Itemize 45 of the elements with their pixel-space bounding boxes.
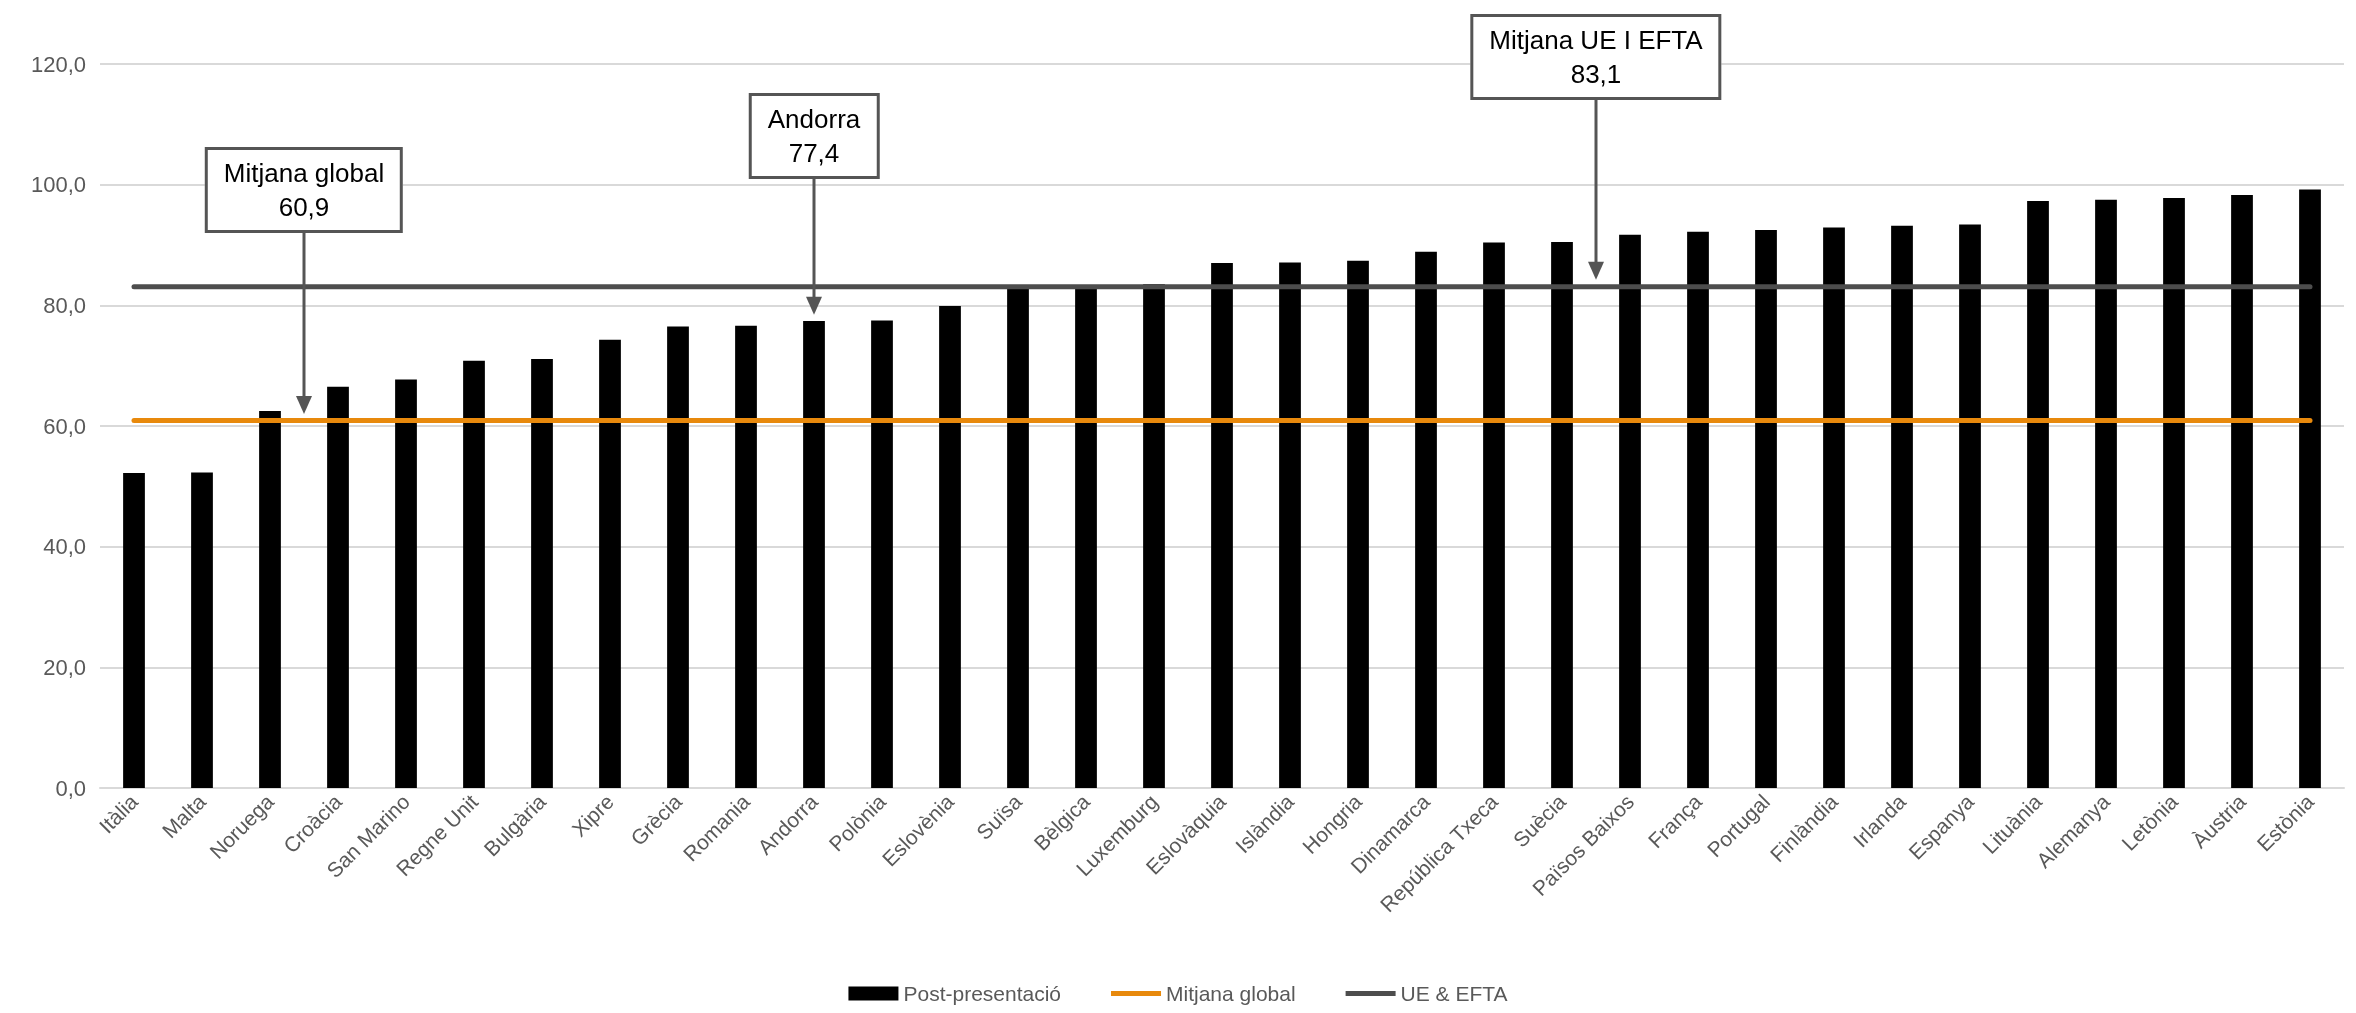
bar xyxy=(871,320,893,788)
bar xyxy=(1687,231,1709,788)
y-tick-label: 120,0 xyxy=(30,51,86,77)
bar xyxy=(599,339,621,788)
bar xyxy=(1891,225,1913,788)
bar xyxy=(2163,197,2185,788)
bar xyxy=(803,321,825,788)
annotation: Mitjana global 60,9 xyxy=(204,146,404,233)
bar xyxy=(123,473,145,788)
bar xyxy=(1007,289,1029,788)
bar xyxy=(1551,241,1573,788)
legend-label: UE & EFTA xyxy=(1400,982,1508,1005)
bar xyxy=(1347,260,1369,788)
y-tick-label: 80,0 xyxy=(43,292,86,318)
bar xyxy=(1755,229,1777,788)
bar xyxy=(2299,189,2321,788)
bar xyxy=(327,386,349,788)
y-tick-label: 60,0 xyxy=(43,413,86,439)
bar xyxy=(1959,224,1981,788)
bar xyxy=(1619,234,1641,788)
bar xyxy=(259,410,281,788)
annotation: Mitjana UE I EFTA 83,1 xyxy=(1470,14,1722,101)
bar xyxy=(735,325,757,788)
bar xyxy=(1415,251,1437,788)
legend-label: Mitjana global xyxy=(1166,982,1296,1005)
bar xyxy=(939,305,961,788)
bar xyxy=(531,359,553,788)
bar xyxy=(2027,200,2049,788)
y-tick-label: 40,0 xyxy=(43,534,86,560)
bar xyxy=(667,326,689,788)
bar xyxy=(2231,194,2253,788)
bar xyxy=(1075,289,1097,788)
bar xyxy=(463,360,485,788)
bar xyxy=(1211,263,1233,788)
y-tick-label: 100,0 xyxy=(30,172,86,198)
bar xyxy=(1483,242,1505,788)
bar xyxy=(191,472,213,788)
bar xyxy=(395,379,417,788)
legend-label: Post-presentació xyxy=(903,982,1062,1005)
bar xyxy=(2095,199,2117,788)
y-tick-label: 0,0 xyxy=(55,775,86,801)
bar xyxy=(1279,262,1301,788)
bar xyxy=(1823,227,1845,788)
y-tick-label: 20,0 xyxy=(43,654,86,680)
annotation: Andorra 77,4 xyxy=(748,92,880,179)
